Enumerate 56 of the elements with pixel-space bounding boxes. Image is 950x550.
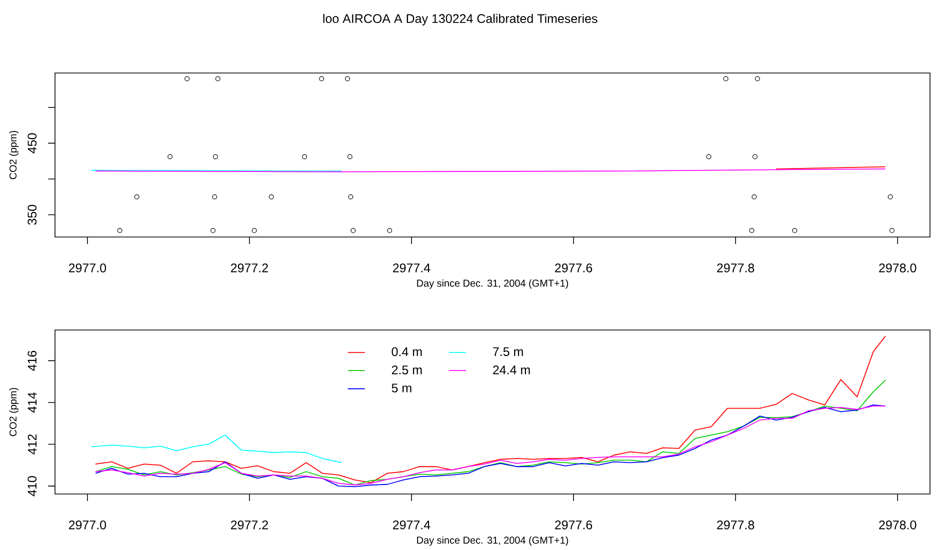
x-axis-title: Day since Dec. 31, 2004 (GMT+1) [417, 536, 568, 546]
line-series [91, 434, 342, 464]
y-tick-label: 350 [28, 204, 37, 225]
y-tick-label: 416 [28, 350, 37, 371]
x-tick-label: 2977.4 [392, 520, 430, 530]
x-tick-label: 2977.0 [68, 264, 106, 272]
point [752, 194, 757, 200]
point [348, 194, 354, 200]
x-tick-label: 2977.2 [230, 264, 268, 272]
point [754, 76, 760, 82]
legend-label: 5 m [392, 384, 412, 392]
point [184, 76, 190, 82]
point [134, 194, 140, 200]
point [706, 154, 712, 160]
point [792, 228, 798, 234]
legend-label: 7.5 m [493, 347, 523, 356]
x-tick-label: 2978.0 [879, 264, 916, 272]
point [889, 228, 894, 234]
x-tick-label: 2977.8 [717, 264, 754, 272]
x-tick-label: 2977.6 [555, 264, 592, 272]
x-tick-label: 2977.2 [230, 520, 268, 530]
legend-label: 0.4 m [392, 347, 422, 356]
y-tick-label: 414 [28, 392, 37, 413]
point [212, 194, 218, 200]
x-tick-label: 2977.4 [392, 264, 430, 272]
point [268, 194, 274, 200]
y-axis-title: CO2 (ppm) [9, 388, 19, 436]
point [723, 76, 728, 82]
point [749, 228, 754, 234]
y-tick-label: 410 [28, 476, 37, 496]
legend-label: 2.5 m [392, 365, 422, 374]
point [350, 228, 356, 234]
x-tick-label: 2978.0 [879, 520, 916, 530]
point [215, 76, 220, 82]
x-tick-label: 2977.8 [717, 520, 754, 530]
point [319, 76, 324, 82]
y-axis-title: CO2 (ppm) [9, 130, 19, 180]
point [252, 228, 257, 234]
point [347, 154, 352, 160]
x-tick-label: 2977.0 [68, 520, 106, 530]
point [168, 154, 173, 160]
point [387, 228, 392, 234]
point [117, 228, 122, 234]
chart-title: loo AIRCOA A Day 130224 Calibrated Timeseries [323, 14, 598, 26]
line-series [95, 380, 886, 486]
point [888, 194, 893, 200]
y-tick-label: 450 [28, 133, 37, 154]
point [210, 228, 216, 234]
point [344, 76, 350, 82]
point [212, 154, 218, 160]
x-tick-label: 2977.6 [555, 520, 592, 530]
legend-label: 24.4 m [493, 365, 530, 374]
y-tick-label: 412 [28, 434, 37, 454]
point [302, 154, 308, 160]
point [752, 154, 758, 160]
x-axis-title: Day since Dec. 31, 2004 (GMT+1) [417, 279, 568, 289]
